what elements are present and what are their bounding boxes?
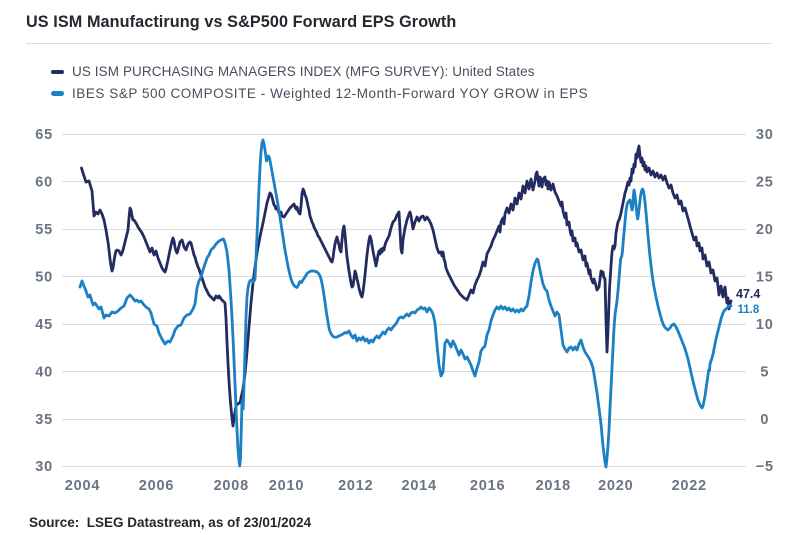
svg-text:40: 40 [35, 364, 53, 380]
svg-text:65: 65 [35, 127, 53, 143]
svg-text:2006: 2006 [139, 478, 174, 494]
svg-text:20: 20 [756, 222, 774, 238]
svg-text:10: 10 [756, 317, 774, 333]
svg-text:60: 60 [35, 175, 53, 191]
svg-text:45: 45 [35, 317, 53, 333]
svg-text:2022: 2022 [672, 478, 707, 494]
svg-text:2004: 2004 [65, 478, 100, 494]
svg-text:2012: 2012 [338, 478, 373, 494]
svg-text:5: 5 [760, 364, 769, 380]
svg-text:2010: 2010 [269, 478, 304, 494]
svg-text:30: 30 [756, 127, 774, 143]
svg-text:2014: 2014 [401, 478, 436, 494]
svg-text:15: 15 [756, 270, 774, 286]
svg-text:0: 0 [760, 412, 769, 428]
svg-text:11.8: 11.8 [738, 304, 760, 316]
svg-text:2018: 2018 [536, 478, 571, 494]
svg-text:25: 25 [756, 175, 774, 191]
svg-text:30: 30 [35, 459, 53, 475]
svg-text:2016: 2016 [470, 478, 505, 494]
svg-text:2008: 2008 [214, 478, 249, 494]
svg-text:47.4: 47.4 [736, 287, 760, 301]
svg-text:35: 35 [35, 412, 53, 428]
svg-text:55: 55 [35, 222, 53, 238]
svg-text:−5: −5 [756, 459, 774, 475]
svg-text:50: 50 [35, 270, 53, 286]
svg-text:2020: 2020 [598, 478, 633, 494]
